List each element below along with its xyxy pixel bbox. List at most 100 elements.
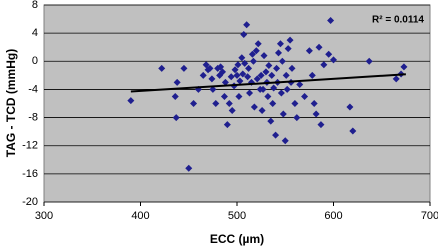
y-tick-label: 8 [32,0,38,11]
point [312,110,320,118]
point [281,137,289,145]
point [221,78,229,86]
point [277,89,285,97]
point [305,47,313,55]
point [206,64,214,72]
y-tick-label: -12 [22,140,38,152]
x-tick-label: 700 [421,210,438,222]
point [320,61,328,69]
point [225,100,233,107]
point [228,107,236,115]
point [199,71,207,79]
point [264,92,272,100]
point [258,107,266,115]
point [244,73,252,81]
point [267,117,275,125]
point [315,43,323,51]
point [246,89,254,97]
point [208,75,216,83]
point [233,71,241,79]
point [346,103,354,111]
point [265,62,273,70]
point [301,92,309,100]
point [219,68,227,76]
y-tick-label: 0 [32,55,38,67]
point [291,100,299,107]
point [171,92,179,100]
point [273,64,281,72]
x-tick-label: 300 [35,210,53,222]
point [274,49,282,57]
point [270,84,278,92]
point [209,85,217,93]
point [310,100,318,107]
point [279,110,287,118]
point [235,92,243,100]
point [250,103,258,111]
y-tick-label: -16 [22,168,38,180]
point [220,92,228,100]
point [223,121,231,129]
point [260,52,268,60]
trendline [130,73,406,93]
point [400,63,408,71]
y-tick-label: -8 [28,111,38,123]
point [349,127,357,135]
plot-area [43,4,431,203]
point [327,16,335,24]
x-tick-label: 600 [324,210,342,222]
point [259,85,267,93]
point [243,21,251,29]
point [173,78,181,86]
y-tick-label: 4 [32,27,38,39]
point [240,31,248,39]
point [248,50,256,58]
point [296,81,304,89]
point [268,71,276,79]
point [282,71,290,79]
point [286,36,294,44]
point [365,57,373,65]
x-tick-label: 400 [131,210,149,222]
point [308,71,316,79]
point [231,66,239,74]
point [269,100,277,107]
y-tick-label: -20 [22,196,38,208]
point [234,61,242,69]
annotation: R² = 0.0114 [372,15,424,26]
point [254,40,262,48]
y-axis-title: TAG - TCD (mmHg) [4,49,18,157]
point [293,114,301,122]
point [245,64,253,72]
point [262,68,270,76]
point [253,75,261,83]
point [172,114,180,122]
point [180,64,188,72]
point [127,97,135,105]
point [252,47,260,55]
point [236,77,244,85]
point [278,57,286,65]
point [317,121,325,129]
point [283,85,291,93]
point [239,70,247,78]
point [212,100,220,107]
y-tick-label: -4 [28,83,38,95]
point [158,64,166,72]
point [276,40,284,48]
point [190,100,198,107]
point [185,164,193,172]
point [392,75,400,83]
point [325,50,333,58]
x-axis-title: ECC (µm) [210,232,264,246]
point [241,59,249,67]
point [330,56,337,64]
point [227,73,235,81]
point [238,54,246,62]
point [272,131,280,139]
point [284,45,292,53]
point [257,71,265,79]
point [288,64,296,72]
point [249,57,257,65]
